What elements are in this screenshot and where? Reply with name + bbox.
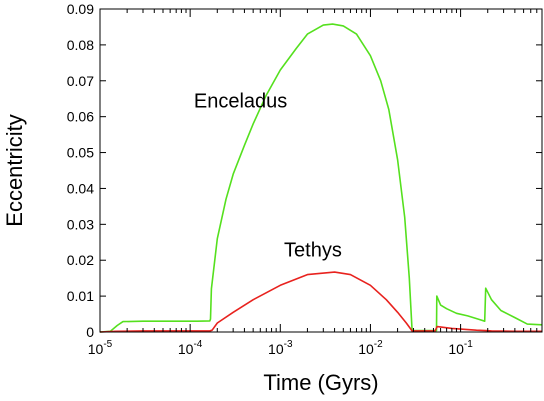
x-tick-exponent: -3 [284, 339, 293, 350]
series-line-0 [99, 23, 543, 333]
x-axis-label: Time (Gyrs) [263, 370, 378, 395]
series-line-1 [99, 271, 542, 333]
x-tick-base: 10 [268, 341, 284, 357]
series-annotation: Tethys [284, 240, 342, 262]
x-tick-exponent: -1 [464, 339, 473, 350]
y-tick-label: 0.03 [67, 216, 94, 232]
x-tick-base: 10 [448, 341, 464, 357]
x-tick-label: 10-4 [178, 339, 203, 357]
x-axis: 10-5 10-4 10-3 10-2 10-1 [88, 9, 543, 357]
x-tick-label: 10-2 [358, 339, 383, 357]
y-axis: 0 0.01 0.02 0.03 0.04 0.05 0.06 0.07 0.08 0.09 [67, 1, 542, 340]
series-layer [99, 23, 543, 333]
annotations: Enceladus Tethys [194, 91, 342, 262]
y-tick-label: 0.01 [67, 288, 94, 304]
y-tick-label: 0.05 [67, 145, 94, 161]
y-tick-label: 0.07 [67, 73, 94, 89]
x-tick-label: 10-5 [88, 339, 113, 357]
x-tick-label: 10-1 [448, 339, 473, 357]
x-tick-base: 10 [88, 341, 104, 357]
x-tick-exponent: -4 [193, 339, 202, 350]
x-tick-base: 10 [178, 341, 194, 357]
x-tick-exponent: -5 [103, 339, 112, 350]
series-annotation: Enceladus [194, 91, 287, 113]
x-tick-label: 10-3 [268, 339, 293, 357]
y-tick-label: 0.02 [67, 252, 94, 268]
y-tick-label: 0.06 [67, 109, 94, 125]
y-tick-label: 0 [86, 324, 94, 340]
y-tick-label: 0.09 [67, 1, 94, 17]
plot-frame [99, 8, 543, 333]
x-tick-base: 10 [358, 341, 374, 357]
y-tick-label: 0.04 [67, 180, 94, 196]
y-axis-label: Eccentricity [2, 114, 27, 226]
x-tick-exponent: -2 [374, 339, 383, 350]
y-tick-label: 0.08 [67, 37, 94, 53]
